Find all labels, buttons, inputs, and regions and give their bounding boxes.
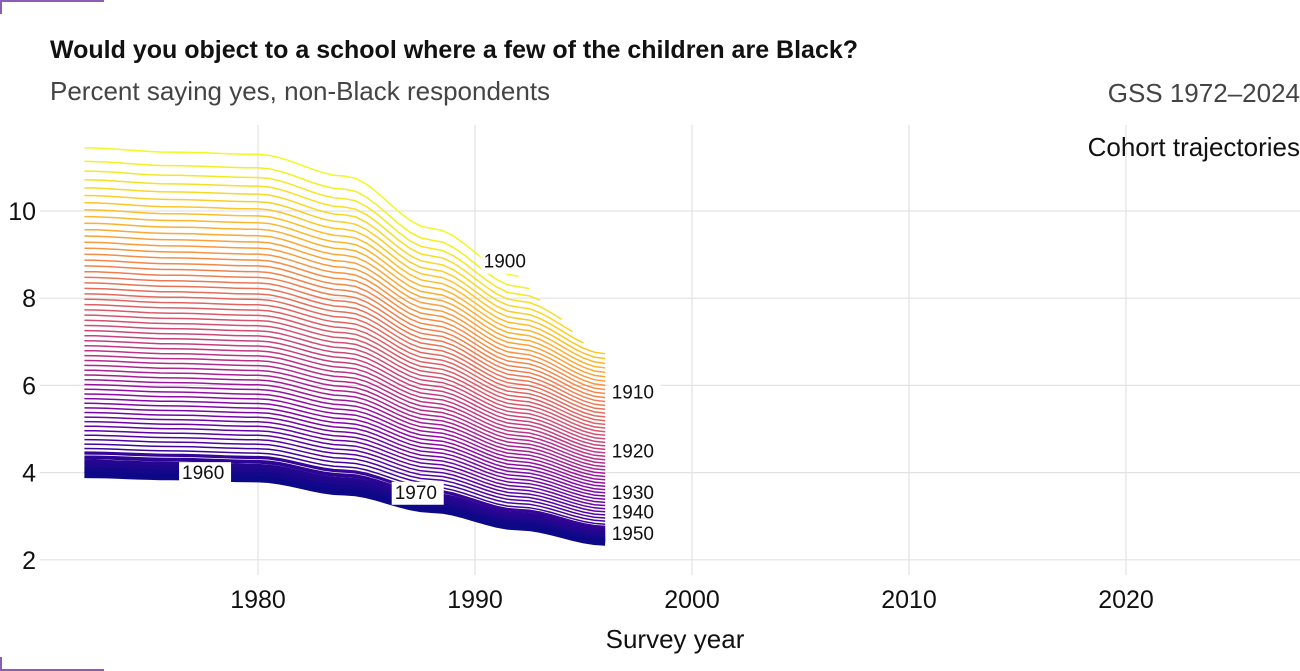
cohort-line xyxy=(84,459,606,536)
y-tick-label: 10 xyxy=(8,198,36,226)
y-tick-label: 2 xyxy=(22,547,36,575)
cohort-line xyxy=(84,411,606,500)
cohort-line xyxy=(84,319,606,437)
cohort-line xyxy=(84,364,606,468)
frame-corner-bottom-vertical xyxy=(0,657,2,671)
cohort-line xyxy=(84,388,606,484)
cohort-line xyxy=(84,241,606,382)
cohort-line xyxy=(84,434,606,516)
cohort-line xyxy=(84,397,606,491)
x-tick-label: 1990 xyxy=(447,586,503,614)
cohort-line xyxy=(84,247,606,387)
cohort-label: 1900 xyxy=(484,252,526,273)
cohort-line xyxy=(84,443,606,522)
x-axis-title: Survey year xyxy=(606,624,745,654)
cohort-line xyxy=(84,209,606,360)
cohort-line xyxy=(84,309,606,429)
cohort-line xyxy=(84,334,606,447)
cohort-line xyxy=(84,425,606,510)
x-tick-label: 2010 xyxy=(881,586,937,614)
cohort-line xyxy=(84,369,606,471)
cohort-line xyxy=(84,447,606,525)
cohort-label: 1950 xyxy=(612,524,654,545)
cohort-line xyxy=(84,282,606,411)
cohort-line xyxy=(84,276,606,407)
cohort-line xyxy=(84,293,606,418)
cohort-line xyxy=(84,344,606,454)
cohort-label-bg xyxy=(608,523,661,547)
cohort-line xyxy=(84,170,541,301)
cohort-line xyxy=(84,215,606,365)
cohort-line xyxy=(84,179,563,321)
cohort-line xyxy=(84,160,530,290)
cohort-line xyxy=(84,383,606,481)
frame-corner-top xyxy=(0,0,104,2)
cohort-label: 1930 xyxy=(612,483,654,504)
chart-subtitle: Percent saying yes, non-Black respondent… xyxy=(50,76,551,106)
y-tick-label: 4 xyxy=(22,460,36,488)
cohort-line xyxy=(84,393,606,488)
cohort-line xyxy=(84,187,573,333)
cohort-label-bg xyxy=(608,381,661,405)
cohort-lines xyxy=(84,147,606,546)
cohort-label-bg xyxy=(480,250,533,274)
cohort-line xyxy=(84,265,606,399)
cohort-line xyxy=(84,259,606,395)
cohort-line xyxy=(84,407,606,497)
cohort-line xyxy=(84,374,606,474)
cohort-line xyxy=(84,235,606,378)
x-axis-ticks: 1980 1990 2000 2010 2020 xyxy=(230,586,1154,614)
cohort-line xyxy=(84,324,606,440)
cohort-line xyxy=(84,298,606,422)
cohort-label-bg xyxy=(608,440,661,464)
cohort-label: 1960 xyxy=(182,463,224,484)
cohort-line xyxy=(84,402,606,494)
x-tick-label: 1980 xyxy=(230,586,286,614)
cohort-line xyxy=(84,471,606,546)
cohort-line xyxy=(84,270,606,403)
cohort-line xyxy=(84,420,606,507)
cohort-line xyxy=(84,253,606,391)
x-tick-label: 2020 xyxy=(1098,586,1154,614)
frame-corner-bottom xyxy=(0,669,104,671)
cohort-label-bg xyxy=(608,481,661,505)
y-tick-label: 8 xyxy=(22,285,36,313)
cohort-line xyxy=(84,416,606,504)
cohort-line xyxy=(84,429,606,513)
cohort-label: 1940 xyxy=(612,502,654,523)
chart-title: Would you object to a school where a few… xyxy=(50,36,859,64)
cohort-label: 1970 xyxy=(395,483,437,504)
cohort-line xyxy=(84,451,606,529)
cohort-line xyxy=(84,287,606,414)
cohort-line xyxy=(84,339,606,451)
cohort-label: 1910 xyxy=(612,382,654,403)
cohort-line xyxy=(84,222,606,369)
cohort-line xyxy=(84,354,606,461)
cohort-line xyxy=(84,349,606,458)
cohort-label-bg xyxy=(608,501,661,525)
frame-corner-top-vertical xyxy=(0,0,2,14)
cohort-line xyxy=(84,438,606,519)
cohort-line xyxy=(84,303,606,426)
y-axis-ticks: 2 4 6 8 10 xyxy=(8,198,36,575)
x-tick-label: 2000 xyxy=(664,586,720,614)
cohort-line xyxy=(84,359,606,464)
cohort-line xyxy=(84,463,606,539)
cohort-line xyxy=(84,194,584,344)
cohort-label-bg xyxy=(391,481,444,505)
cohort-line xyxy=(84,314,606,433)
cohort-line xyxy=(84,228,606,374)
cohort-line xyxy=(84,202,606,355)
cohort-line xyxy=(84,455,606,533)
cohort-line xyxy=(84,379,606,478)
y-tick-label: 6 xyxy=(22,372,36,400)
cohort-label: 1920 xyxy=(612,441,654,462)
cohort-label-bg xyxy=(179,462,232,486)
panel-label: Cohort trajectories xyxy=(1088,132,1300,162)
cohort-line xyxy=(84,329,606,444)
cohort-line xyxy=(84,147,519,278)
chart-source: GSS 1972–2024 xyxy=(1107,78,1300,108)
